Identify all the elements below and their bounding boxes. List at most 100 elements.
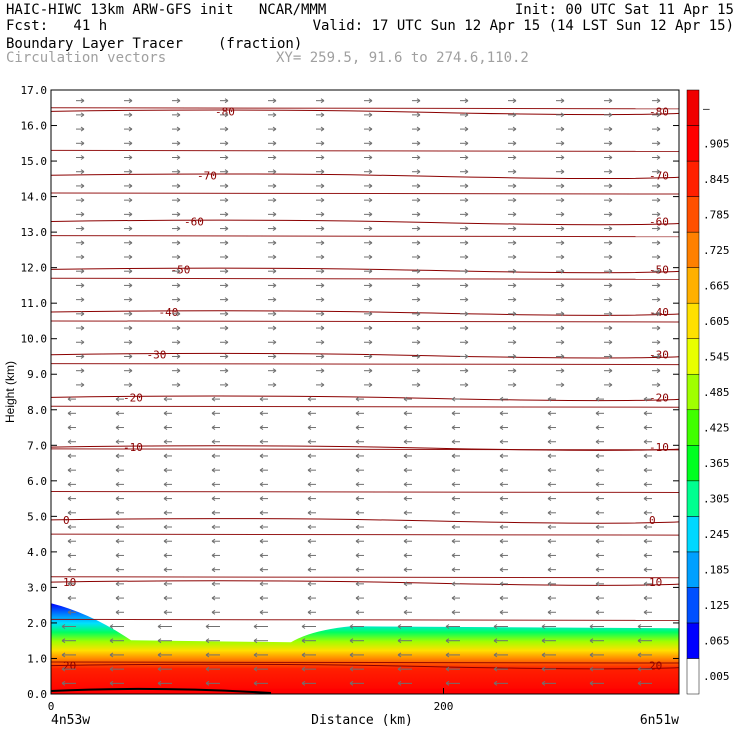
wind-vector xyxy=(268,354,277,359)
colorbar-swatch xyxy=(686,480,700,517)
wind-vector xyxy=(115,510,124,516)
y-tick-label: 3.0 xyxy=(27,581,47,594)
wind-vector xyxy=(604,254,613,260)
wind-vector xyxy=(460,297,469,303)
wind-vector xyxy=(67,510,76,516)
wind-vector xyxy=(172,155,181,160)
wind-vector xyxy=(460,240,469,246)
wind-vector xyxy=(364,211,373,217)
wind-vector xyxy=(556,211,565,217)
wind-vector xyxy=(541,680,556,686)
wind-vector xyxy=(157,680,172,686)
wind-vector xyxy=(220,140,229,146)
wind-vector xyxy=(508,254,517,260)
wind-vector xyxy=(652,112,661,118)
wind-vector xyxy=(460,311,469,317)
contour-label: -10 xyxy=(649,441,669,454)
wind-vector xyxy=(604,354,613,359)
contour-label: 0 xyxy=(63,514,70,527)
wind-vector xyxy=(589,624,604,629)
wind-vector xyxy=(172,197,181,203)
wind-vector xyxy=(205,624,220,629)
wind-vector xyxy=(595,524,604,530)
wind-vector xyxy=(460,268,469,274)
wind-vector xyxy=(445,624,460,629)
y-tick-label: 12.0 xyxy=(21,262,48,275)
wind-vector xyxy=(211,453,220,459)
wind-vector xyxy=(307,538,316,544)
wind-vector xyxy=(301,638,316,644)
wind-vector xyxy=(124,382,133,388)
wind-vector xyxy=(412,155,421,160)
wind-vector xyxy=(259,553,268,558)
wind-vector xyxy=(355,609,364,615)
wind-vector xyxy=(547,609,556,615)
wind-vector xyxy=(403,524,412,530)
colorbar-label: .605 xyxy=(703,315,730,328)
contour-line xyxy=(51,235,679,238)
wind-vector xyxy=(316,325,325,331)
wind-vector xyxy=(124,325,133,331)
colorbar-label: .845 xyxy=(703,173,730,186)
wind-vector xyxy=(643,538,652,544)
wind-vector xyxy=(220,126,229,132)
wind-vector xyxy=(124,169,133,175)
wind-vector xyxy=(67,567,76,573)
wind-vector xyxy=(541,638,556,644)
colorbar-label: .065 xyxy=(703,635,730,648)
contour-line xyxy=(51,580,679,586)
wind-vector xyxy=(109,652,124,658)
wind-vector xyxy=(61,680,76,686)
wind-vector xyxy=(76,169,85,175)
x-axis-label: Distance (km) xyxy=(311,713,413,728)
wind-vector xyxy=(76,226,85,231)
wind-vector xyxy=(403,439,412,445)
wind-vector xyxy=(67,410,76,416)
contour-label: -10 xyxy=(123,441,143,454)
contour-label: 10 xyxy=(649,576,662,589)
wind-vector xyxy=(163,609,172,615)
wind-vector xyxy=(259,439,268,445)
wind-vector xyxy=(364,382,373,388)
contour-line xyxy=(51,352,679,359)
colorbar-swatch xyxy=(686,125,700,162)
wind-vector xyxy=(268,282,277,288)
wind-vector xyxy=(355,581,364,587)
wind-vector xyxy=(163,510,172,516)
wind-vector xyxy=(67,439,76,445)
wind-vector xyxy=(643,481,652,487)
wind-vector xyxy=(172,98,181,104)
wind-vector xyxy=(508,112,517,118)
wind-vector xyxy=(595,553,604,558)
wind-vector xyxy=(412,112,421,118)
wind-vector xyxy=(316,297,325,303)
wind-vector xyxy=(355,538,364,544)
wind-vector xyxy=(115,581,124,587)
wind-vector xyxy=(604,282,613,288)
wind-vector xyxy=(220,382,229,388)
wind-vector xyxy=(397,666,412,672)
wind-vector xyxy=(547,595,556,601)
contour-line xyxy=(51,277,679,280)
wind-vector xyxy=(589,666,604,672)
wind-vector xyxy=(163,410,172,416)
wind-vector xyxy=(124,254,133,260)
wind-vector xyxy=(604,240,613,246)
contour-line xyxy=(51,363,679,366)
wind-vector xyxy=(268,183,277,189)
wind-vector xyxy=(124,311,133,317)
wind-vector xyxy=(355,425,364,430)
wind-vector xyxy=(301,624,316,629)
wind-vector xyxy=(355,553,364,558)
y-tick-label: 2.0 xyxy=(27,617,47,630)
wind-vector xyxy=(364,282,373,288)
wind-vector xyxy=(355,396,364,402)
wind-vector xyxy=(499,439,508,445)
wind-vector xyxy=(268,112,277,118)
wind-vector xyxy=(637,624,652,629)
wind-vector xyxy=(268,98,277,104)
y-tick-label: 8.0 xyxy=(27,404,47,417)
forecast-hour: Fcst: 41 h xyxy=(6,18,108,34)
wind-vector xyxy=(445,652,460,658)
colorbar-label: .425 xyxy=(703,422,730,435)
